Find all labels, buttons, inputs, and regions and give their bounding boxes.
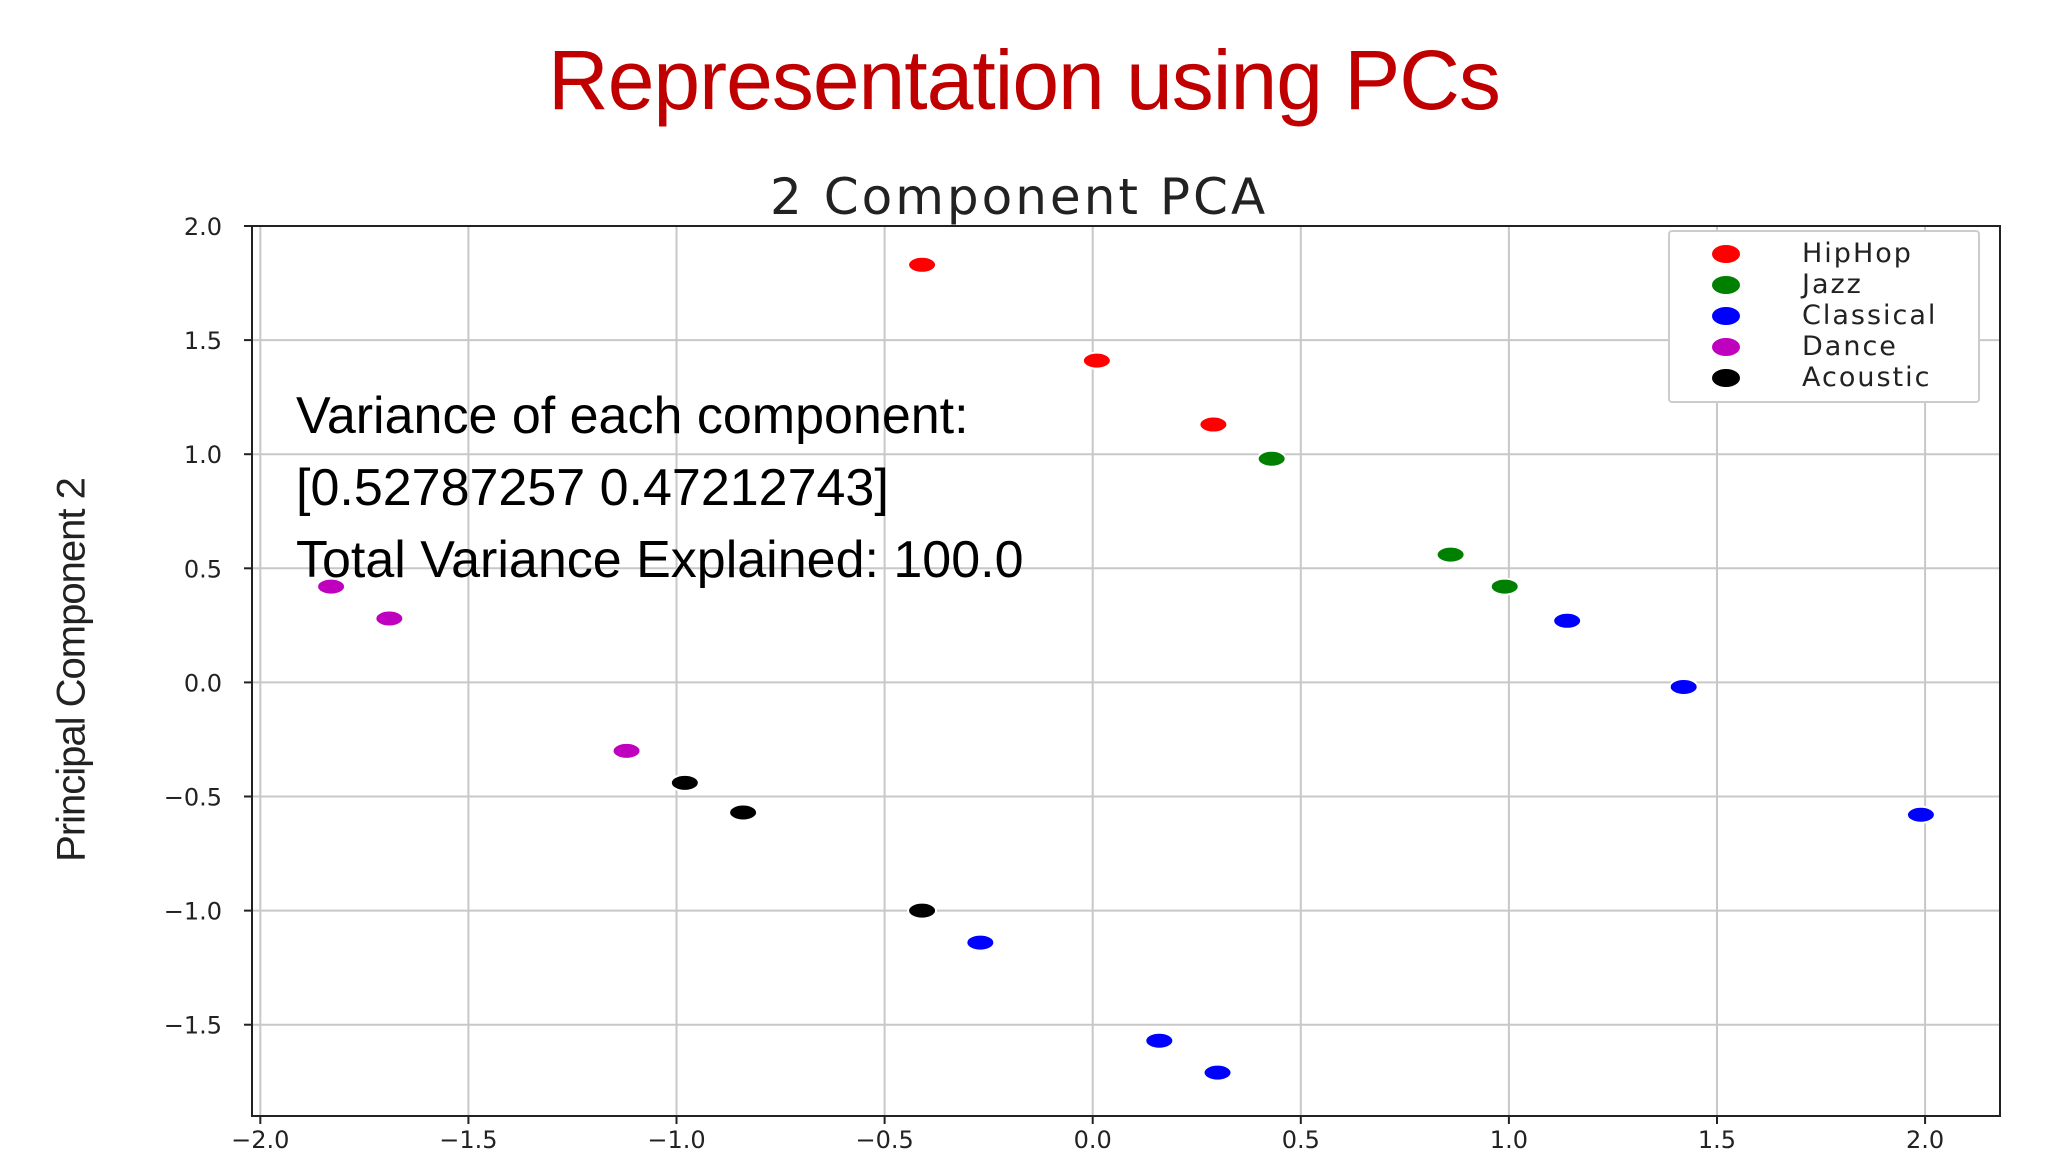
legend-entry-jazz: Jazz bbox=[1670, 269, 1978, 300]
data-point-acoustic bbox=[907, 901, 938, 920]
legend-label: Classical bbox=[1802, 300, 1938, 331]
plot-frame bbox=[251, 225, 2001, 1117]
variance-line-3: Total Variance Explained: 100.0 bbox=[296, 531, 1024, 589]
x-tick-label: 1.5 bbox=[1698, 1126, 1736, 1152]
legend-label: Acoustic bbox=[1802, 362, 1932, 393]
variance-annotation: Variance of each component: [0.52787257 … bbox=[296, 380, 1024, 596]
legend-label: Jazz bbox=[1802, 269, 1863, 300]
variance-line-2: [0.52787257 0.47212743] bbox=[296, 459, 889, 517]
x-tick-label: 0.5 bbox=[1282, 1126, 1320, 1152]
variance-line-1: Variance of each component: bbox=[296, 387, 969, 445]
data-point-hiphop bbox=[1198, 415, 1229, 434]
y-tick-label: 1.5 bbox=[184, 327, 222, 355]
y-tick-label: 1.0 bbox=[184, 441, 222, 469]
chart-title: 2 Component PCA bbox=[770, 168, 1269, 226]
legend-label: HipHop bbox=[1802, 238, 1913, 269]
slide-title: Representation using PCs bbox=[548, 33, 1501, 127]
legend-entry-classical: Classical bbox=[1670, 300, 1978, 331]
data-point-jazz bbox=[1435, 545, 1466, 564]
data-point-dance bbox=[316, 577, 347, 596]
data-point-jazz bbox=[1489, 577, 1520, 596]
data-point-jazz bbox=[1256, 449, 1287, 468]
y-tick-label: −1.0 bbox=[164, 898, 222, 926]
data-point-classical bbox=[1144, 1031, 1175, 1050]
data-point-hiphop bbox=[907, 255, 938, 274]
legend-marker-icon bbox=[1712, 368, 1740, 387]
data-point-classical bbox=[1552, 611, 1583, 630]
legend-marker-icon bbox=[1712, 337, 1740, 356]
legend-marker-icon bbox=[1712, 244, 1740, 263]
legend-entry-acoustic: Acoustic bbox=[1670, 362, 1978, 393]
data-point-dance bbox=[611, 741, 642, 760]
data-point-hiphop bbox=[1081, 351, 1112, 370]
data-point-classical bbox=[965, 933, 996, 952]
y-tick-label: −1.5 bbox=[164, 1012, 222, 1040]
legend-marker-icon bbox=[1712, 306, 1740, 325]
legend-entry-dance: Dance bbox=[1670, 331, 1978, 362]
axis-ticks: −2.0 −1.5 −1.0 −0.5 0.0 0.5 1.0 1.5 2.0 2.0 1.5 1.0… bbox=[164, 213, 1944, 1152]
legend-label: Dance bbox=[1802, 331, 1898, 362]
data-point-classical bbox=[1905, 805, 1936, 824]
x-tick-label: −2.0 bbox=[231, 1126, 289, 1152]
y-tick-label: 0.0 bbox=[184, 669, 222, 697]
data-point-dance bbox=[374, 609, 405, 628]
y-tick-label: −0.5 bbox=[164, 784, 222, 812]
y-tick-label: 2.0 bbox=[184, 213, 222, 241]
legend: HipHop Jazz Classical Dance Acoustic bbox=[1668, 230, 1980, 403]
data-point-acoustic bbox=[728, 803, 759, 822]
data-point-classical bbox=[1202, 1063, 1233, 1082]
x-tick-label: −0.5 bbox=[855, 1126, 913, 1152]
x-tick-label: −1.0 bbox=[647, 1126, 705, 1152]
x-tick-label: 2.0 bbox=[1906, 1126, 1944, 1152]
x-tick-label: 1.0 bbox=[1490, 1126, 1528, 1152]
legend-marker-icon bbox=[1712, 275, 1740, 294]
data-point-classical bbox=[1668, 677, 1699, 696]
x-tick-label: −1.5 bbox=[439, 1126, 497, 1152]
data-point-acoustic bbox=[669, 773, 700, 792]
y-tick-label: 0.5 bbox=[184, 555, 222, 583]
grid-lines bbox=[252, 225, 2000, 1116]
x-tick-label: 0.0 bbox=[1074, 1126, 1112, 1152]
legend-entry-hiphop: HipHop bbox=[1670, 238, 1978, 269]
scatter-points bbox=[316, 255, 1936, 1082]
